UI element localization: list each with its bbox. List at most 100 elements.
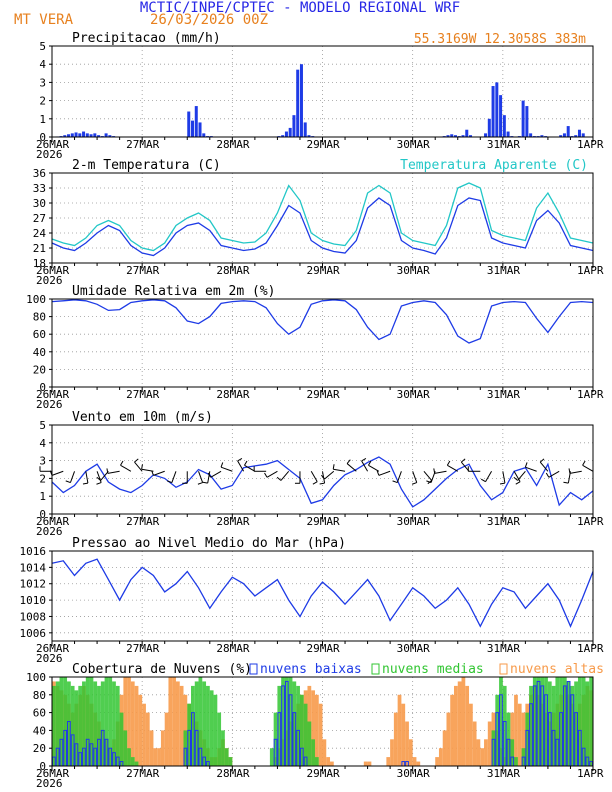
x-tick-label: 31MAR: [487, 642, 520, 655]
wind-barb: [460, 461, 470, 472]
cloud-bar-nuvens-medias: [89, 677, 94, 766]
cloud-bar-nuvens-altas: [453, 685, 458, 766]
cloud-bar-nuvens-altas: [311, 690, 315, 766]
x-tick-label: 30MAR: [397, 515, 430, 528]
wind-barb: [210, 470, 222, 478]
cloud-bar-nuvens-altas: [326, 757, 331, 766]
cloud-bar-nuvens-medias: [209, 690, 214, 766]
y-tick-label: 0: [39, 381, 46, 394]
wind-barb-flag: [65, 480, 71, 484]
panel-title: Cobertura de Nuvens (%): [72, 662, 252, 677]
y-tick-label: 100: [26, 293, 46, 306]
cloud-bar-nuvens-medias: [536, 677, 541, 766]
precip-bar: [502, 115, 506, 137]
wind-barb-flag: [264, 472, 268, 478]
cloud-bar-nuvens-medias: [502, 685, 507, 766]
cloud-bar-nuvens-altas: [386, 757, 391, 766]
y-tick-label: 20: [33, 742, 46, 755]
cloud-bar-nuvens-medias: [221, 730, 225, 766]
wind-barb: [412, 471, 418, 483]
wind-barb: [423, 470, 433, 481]
run-time: 26/03/2026 00Z: [150, 12, 268, 28]
cloud-legend-swatch: [499, 663, 508, 675]
y-tick-label: 80: [33, 689, 46, 702]
precip-bar: [198, 122, 202, 137]
y-tick-label: 24: [33, 227, 47, 240]
y-tick-label: 2: [39, 472, 46, 485]
wind-barb: [324, 470, 335, 480]
x-tick-label: 31MAR: [487, 767, 520, 780]
precip-bar: [465, 129, 469, 137]
wind-barb-flag: [499, 482, 506, 485]
x-tick-label: 29MAR: [307, 515, 340, 528]
wind-barb-flag: [202, 481, 208, 484]
precip-bar: [450, 134, 454, 137]
x-tick-label: 30MAR: [397, 642, 430, 655]
cloud-bar-nuvens-medias: [555, 677, 560, 766]
cloud-bar-nuvens-altas: [457, 681, 462, 766]
precip-bar: [491, 86, 495, 137]
precip-bar: [70, 133, 74, 137]
wind-barb-flag: [411, 482, 417, 485]
y-tick-label: 21: [33, 242, 46, 255]
cloud-bar-nuvens-altas: [476, 739, 481, 766]
wind-barb-flag: [151, 470, 154, 476]
wind-barb-flag: [376, 470, 380, 476]
wind-barb: [198, 471, 204, 483]
wind-barb: [333, 468, 346, 472]
cloud-bar-nuvens-altas: [160, 730, 165, 766]
wind-barb: [582, 464, 594, 472]
cloud-bar-nuvens-altas: [138, 694, 143, 766]
cloud-bar-nuvens-medias: [547, 681, 552, 766]
cloud-bar-nuvens-altas: [175, 681, 180, 766]
wind-barb-flag: [392, 480, 398, 484]
cloud-bar-nuvens-medias: [70, 685, 75, 766]
cloud-bar-nuvens-medias: [127, 748, 131, 766]
station-name: MT VERA: [14, 12, 74, 28]
y-tick-label: 100: [26, 671, 46, 684]
y-tick-label: 1: [39, 113, 46, 126]
wind-barb: [517, 470, 526, 481]
cloud-bar-nuvens-medias: [187, 703, 192, 766]
y-tick-label: 0: [39, 760, 46, 773]
wind-barb: [447, 464, 459, 472]
x-year-label: 2026: [36, 398, 63, 411]
y-tick-label: 5: [39, 40, 46, 53]
y-tick-label: 80: [33, 311, 46, 324]
cloud-bar-nuvens-medias: [213, 694, 218, 766]
precip-bar: [67, 134, 71, 137]
cloud-bar-nuvens-medias: [78, 685, 83, 766]
x-tick-label: 26MAR: [36, 138, 69, 151]
x-tick-label: 30MAR: [397, 264, 430, 277]
wind-barb-flag: [106, 468, 109, 474]
x-tick-label: 30MAR: [397, 767, 430, 780]
precip-bar: [93, 133, 97, 137]
cloud-bar-nuvens-medias: [532, 677, 537, 766]
temp-panel: 18 21 24 27 30 33 36 26MAR 27MAR 28MAR 29MAR 30MAR 3…: [33, 158, 604, 287]
precip-bar: [296, 69, 300, 137]
cloud-bar-nuvens-altas: [412, 757, 417, 766]
cloud-bar-nuvens-altas: [438, 748, 443, 766]
x-tick-label: 29MAR: [307, 642, 340, 655]
cloud-bar-nuvens-medias: [119, 712, 124, 766]
wind-barb-flag: [237, 457, 243, 462]
cloud-bar-nuvens-altas: [465, 685, 470, 766]
precip-bar: [303, 122, 307, 137]
wind-barb-flag: [426, 480, 432, 484]
wind-barb: [346, 463, 357, 472]
y-tick-label: 20: [33, 363, 46, 376]
wind-barb-flag: [276, 476, 282, 481]
cloud-bar-nuvens-medias: [491, 730, 496, 766]
cloud-bar-nuvens-altas: [363, 761, 368, 766]
cloud-bar-nuvens-medias: [85, 677, 90, 766]
x-tick-label: 1APR: [577, 767, 604, 780]
cloud-bar-nuvens-altas: [484, 739, 488, 766]
wind-barb: [485, 471, 492, 482]
wind-barb-flag: [207, 472, 212, 478]
precip-bar: [529, 133, 533, 137]
cloud-bar-nuvens-medias: [551, 685, 556, 766]
cloud-bar-nuvens-altas: [142, 703, 146, 766]
x-tick-label: 27MAR: [126, 767, 159, 780]
cloud-bar-nuvens-medias: [562, 677, 567, 766]
